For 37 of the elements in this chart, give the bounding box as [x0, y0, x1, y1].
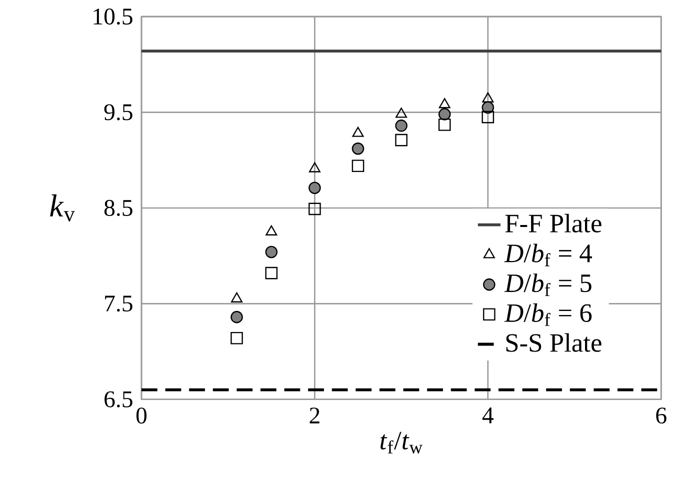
legend-label: S-S Plate [506, 333, 602, 352]
point [352, 142, 364, 155]
y-tick-label: 10.5 [94, 8, 132, 25]
legend-label: D/b$_{f}$ = 6 [504, 303, 592, 326]
point [230, 332, 243, 344]
point [308, 182, 321, 194]
y-tick-label: 9.5 [104, 104, 132, 120]
point [308, 202, 321, 216]
y-tick-label: 8.5 [104, 200, 132, 216]
y-tick-label: 7.5 [105, 296, 132, 312]
point [482, 101, 494, 114]
point [438, 118, 451, 131]
point [396, 108, 408, 118]
point [482, 92, 494, 103]
x-tick-label: 6 [656, 408, 666, 424]
point [438, 98, 450, 108]
point [395, 134, 408, 146]
point [308, 162, 320, 172]
legend-label: F-F Plate [505, 214, 602, 233]
point [231, 292, 242, 303]
legend-label: D/b$_{f}$ = 4 [504, 244, 592, 266]
x-axis-title: t$_{f}$/t$_{w}$ [380, 432, 423, 454]
point [482, 110, 494, 124]
point [352, 160, 364, 172]
y-axis-title: k$_{v}$ [50, 194, 75, 222]
x-tick-label: 0 [136, 408, 147, 424]
y-tick-label: 6.5 [104, 391, 132, 408]
point [395, 120, 408, 132]
point [230, 310, 243, 324]
x-tick-label: 4 [482, 408, 494, 424]
x-tick-label: 2 [310, 408, 320, 424]
legend-label: D/b$_{f}$ = 5 [504, 274, 592, 296]
point [438, 108, 451, 120]
point [265, 266, 278, 280]
point [266, 225, 278, 236]
point [352, 126, 364, 137]
point [265, 246, 278, 258]
